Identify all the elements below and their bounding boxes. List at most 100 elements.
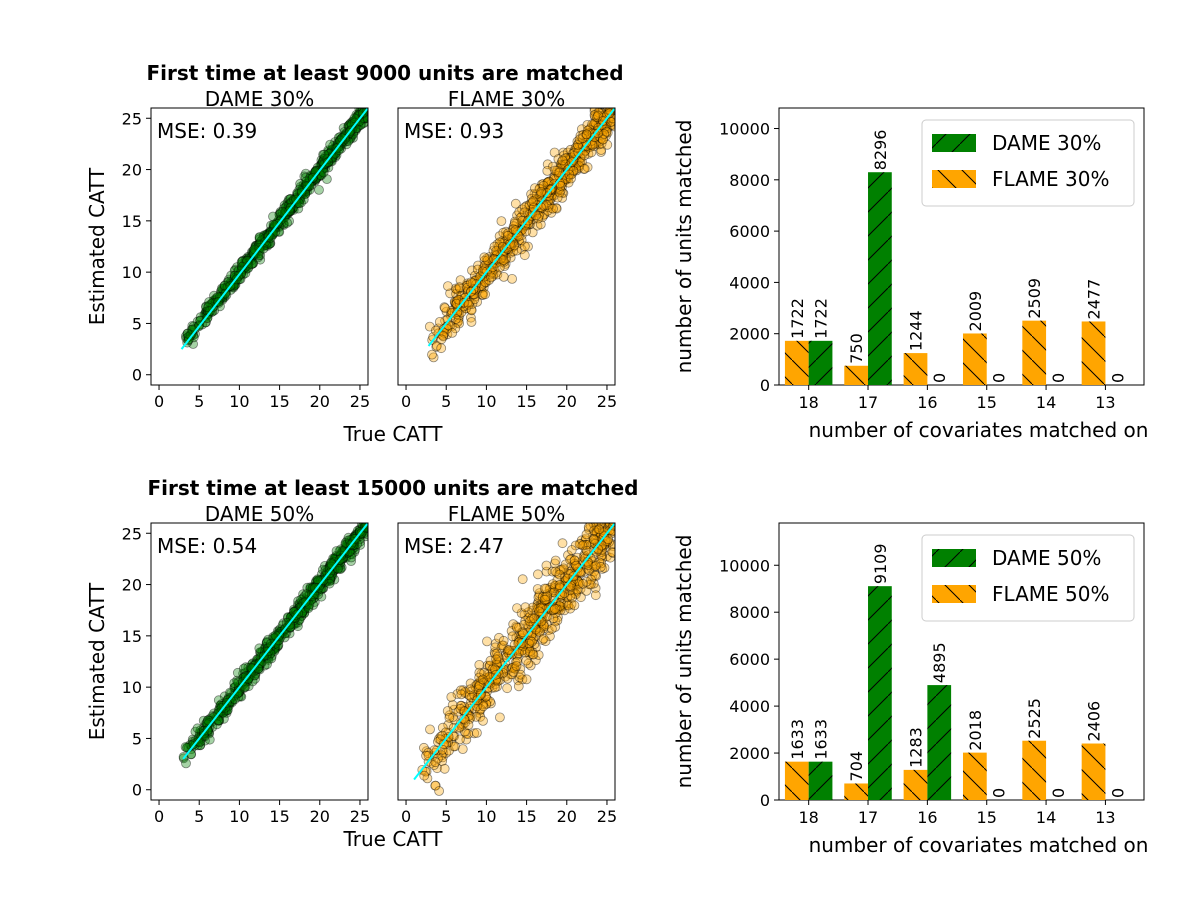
scatter-point	[549, 171, 559, 182]
bar-value-label: 750	[847, 333, 866, 364]
scatter-point	[261, 637, 272, 648]
scatter-point	[560, 569, 570, 579]
subplot-title: DAME 50%	[205, 502, 314, 526]
scatter-point	[598, 116, 608, 126]
x-tick-label: 25	[350, 392, 370, 411]
scatter-point	[449, 715, 460, 726]
scatter-point	[603, 113, 614, 124]
scatter-point	[295, 178, 306, 189]
scatter-point	[274, 226, 285, 237]
scatter-point	[182, 328, 193, 339]
scatter-point	[610, 523, 614, 524]
scatter-point	[554, 569, 565, 580]
scatter-point	[576, 535, 587, 546]
scatter-point	[528, 649, 539, 660]
scatter-point	[275, 627, 286, 637]
bar-value-label: 0	[930, 373, 949, 383]
scatter-point	[477, 674, 488, 685]
scatter-point	[508, 224, 519, 235]
scatter-point	[528, 196, 538, 207]
scatter-point	[446, 692, 457, 702]
scatter-point	[453, 312, 464, 323]
scatter-point	[572, 136, 583, 147]
scatter-point	[331, 546, 342, 556]
bar-value-label: 2509	[1025, 278, 1044, 319]
scatter-point	[552, 167, 562, 178]
x-tick-label: 20	[557, 392, 577, 411]
scatter-point	[437, 752, 448, 763]
scatter-point	[421, 766, 432, 777]
scatter-point	[590, 583, 601, 594]
x-tick-label: 14	[1036, 808, 1056, 827]
scatter-point	[311, 581, 322, 592]
mse-annotation: MSE: 2.47	[404, 534, 504, 558]
scatter-point	[351, 530, 362, 540]
scatter-point	[241, 257, 252, 268]
scatter-point	[506, 242, 517, 253]
scatter-point	[438, 330, 449, 341]
scatter-point	[601, 127, 612, 138]
scatter-point	[346, 541, 357, 552]
scatter-point	[599, 99, 608, 108]
scatter-point	[486, 267, 497, 278]
y-tick-label: 10	[122, 678, 142, 697]
scatter-point	[477, 289, 488, 300]
scatter-point	[510, 218, 520, 229]
bar-value-label: 2477	[1085, 279, 1104, 320]
scatter-point	[599, 523, 610, 531]
scatter-point	[517, 204, 527, 215]
scatter-point	[345, 549, 356, 559]
scatter-point	[485, 269, 496, 280]
scatter-point	[201, 301, 211, 312]
scatter-point	[281, 206, 292, 217]
scatter-point	[250, 673, 261, 684]
scatter-point	[602, 127, 613, 138]
scatter-point	[290, 608, 301, 619]
scatter-point	[492, 239, 503, 250]
scatter-point	[513, 681, 524, 692]
scatter-point	[550, 555, 561, 566]
scatter-point	[467, 298, 478, 309]
scatter-point	[564, 152, 575, 163]
scatter-point	[549, 147, 560, 158]
scatter-point	[298, 194, 309, 205]
scatter-point	[491, 654, 502, 665]
bar-hatch	[1022, 740, 1047, 800]
scatter-point	[550, 580, 561, 591]
scatter-point	[549, 580, 560, 591]
scatter-point	[289, 604, 299, 615]
scatter-point	[546, 207, 557, 218]
scatter-point	[273, 641, 283, 651]
scatter-point	[451, 288, 462, 299]
scatter-point	[275, 631, 286, 642]
scatter-point	[523, 620, 533, 630]
x-tick-label: 0	[401, 392, 411, 411]
x-tick-label: 20	[310, 392, 330, 411]
scatter-point	[278, 618, 289, 629]
scatter-point	[583, 128, 594, 139]
scatter-point	[317, 564, 328, 575]
x-tick-label: 5	[194, 807, 204, 826]
scatter-point	[262, 659, 272, 670]
scatter-point	[523, 641, 534, 651]
scatter-point	[536, 622, 547, 633]
scatter-point	[542, 595, 553, 606]
scatter-point	[541, 566, 552, 577]
scatter-point	[581, 131, 592, 142]
x-tick-label: 15	[977, 393, 997, 412]
scatter-point	[487, 683, 498, 693]
scatter-point	[272, 636, 283, 647]
scatter-point	[232, 675, 242, 686]
scatter-point	[594, 524, 605, 535]
scatter-point	[362, 529, 368, 539]
scatter-point	[353, 527, 364, 538]
legend-swatch-hatch	[932, 549, 976, 567]
scatter-point	[498, 271, 509, 282]
scatter-point	[544, 176, 555, 187]
scatter-point	[254, 234, 265, 245]
scatter-point	[591, 523, 602, 532]
scatter-point	[549, 583, 560, 593]
scatter-point	[274, 209, 285, 220]
scatter-point	[537, 193, 548, 204]
scatter-point	[296, 611, 307, 622]
